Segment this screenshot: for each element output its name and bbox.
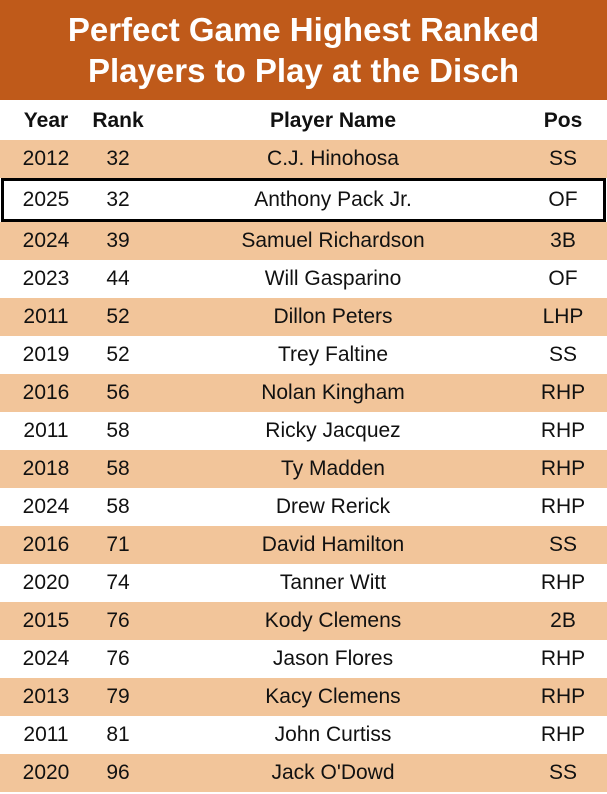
table-cell: 76 bbox=[106, 609, 130, 632]
table-cell: 2020 bbox=[22, 761, 70, 784]
table-cell: 58 bbox=[106, 495, 130, 518]
table-row: 2024 39 Samuel Richardson 3B bbox=[0, 222, 607, 260]
table-cell: David Hamilton bbox=[261, 533, 405, 556]
table-cell: Nolan Kingham bbox=[261, 381, 405, 404]
table-cell: 2011 bbox=[23, 305, 69, 328]
table-row: 2016 56 Nolan Kingham RHP bbox=[0, 374, 607, 412]
table-cell: Jason Flores bbox=[272, 647, 394, 670]
table-cell: 2024 bbox=[22, 647, 70, 670]
header-cell: Rank bbox=[92, 109, 144, 132]
table-cell: Jack O'Dowd bbox=[271, 761, 395, 784]
table-cell: 39 bbox=[106, 229, 130, 252]
table-cell: 56 bbox=[106, 381, 130, 404]
table-row: 2023 44 Will Gasparino OF bbox=[0, 260, 607, 298]
table-cell: 2011 bbox=[23, 723, 69, 746]
table-cell: 74 bbox=[106, 571, 130, 594]
table-cell: SS bbox=[548, 761, 577, 784]
title-banner: Perfect Game Highest Ranked Players to P… bbox=[0, 0, 607, 100]
table-row: 2020 74 Tanner Witt RHP bbox=[0, 564, 607, 602]
table-row: 2011 58 Ricky Jacquez RHP bbox=[0, 412, 607, 450]
header-row: Year Rank Player Name Pos bbox=[0, 100, 607, 140]
table-row: 2012 32 C.J. Hinohosa SS bbox=[0, 140, 607, 178]
table-cell: 44 bbox=[106, 267, 130, 290]
table-row: 2019 52 Trey Faltine SS bbox=[0, 336, 607, 374]
table-cell: 32 bbox=[106, 147, 130, 170]
table-cell: LHP bbox=[542, 305, 584, 328]
table-cell: Samuel Richardson bbox=[241, 229, 425, 252]
table-row: 2024 58 Drew Rerick RHP bbox=[0, 488, 607, 526]
table-cell: OF bbox=[548, 188, 578, 211]
header-cell: Pos bbox=[543, 109, 583, 132]
table-cell: RHP bbox=[540, 685, 586, 708]
table-cell: RHP bbox=[540, 647, 586, 670]
table-cell: RHP bbox=[540, 495, 586, 518]
table-cell: John Curtiss bbox=[274, 723, 392, 746]
table-cell: Kacy Clemens bbox=[265, 685, 401, 708]
table-cell: 79 bbox=[106, 685, 130, 708]
table-cell: Anthony Pack Jr. bbox=[254, 188, 412, 211]
table-row: 2011 81 John Curtiss RHP bbox=[0, 716, 607, 754]
header-cell: Player Name bbox=[269, 109, 397, 132]
table-cell: 2012 bbox=[22, 147, 70, 170]
table-cell: 2019 bbox=[22, 343, 70, 366]
header-cell: Year bbox=[23, 109, 69, 132]
table-cell: Will Gasparino bbox=[264, 267, 402, 290]
table-cell: SS bbox=[548, 533, 577, 556]
table-cell: 32 bbox=[106, 188, 130, 211]
table-cell: 2020 bbox=[22, 571, 70, 594]
table-cell: 71 bbox=[106, 533, 130, 556]
table-cell: Ty Madden bbox=[281, 457, 385, 480]
table-cell: SS bbox=[548, 343, 577, 366]
table-cell: RHP bbox=[540, 457, 586, 480]
table-cell: 52 bbox=[106, 343, 130, 366]
table-cell: 2024 bbox=[22, 495, 70, 518]
table-cell: Trey Faltine bbox=[277, 343, 389, 366]
table-cell: 52 bbox=[106, 305, 130, 328]
table-cell: 58 bbox=[106, 457, 130, 480]
table-row: 2013 79 Kacy Clemens RHP bbox=[0, 678, 607, 716]
table-cell: 3B bbox=[550, 229, 576, 252]
table-cell: RHP bbox=[540, 419, 586, 442]
title-line: Players to Play at the Disch bbox=[87, 52, 519, 89]
table-cell: SS bbox=[548, 147, 577, 170]
table-cell: 96 bbox=[106, 761, 130, 784]
table-cell: 81 bbox=[106, 723, 130, 746]
table-cell: 2016 bbox=[22, 533, 70, 556]
table-cell: RHP bbox=[540, 381, 586, 404]
table-row: 2011 52 Dillon Peters LHP bbox=[0, 298, 607, 336]
table-cell: 2025 bbox=[22, 188, 70, 211]
table-row: 2025 32 Anthony Pack Jr. OF bbox=[1, 178, 606, 222]
table-cell: RHP bbox=[540, 571, 586, 594]
table-cell: 58 bbox=[106, 419, 130, 442]
table-row: 2018 58 Ty Madden RHP bbox=[0, 450, 607, 488]
table-cell: C.J. Hinohosa bbox=[267, 147, 399, 170]
table-row: 2020 96 Jack O'Dowd SS bbox=[0, 754, 607, 792]
table-cell: 2015 bbox=[22, 609, 70, 632]
table-row: 2015 76 Kody Clemens 2B bbox=[0, 602, 607, 640]
table-row: 2024 76 Jason Flores RHP bbox=[0, 640, 607, 678]
table-cell: 2024 bbox=[22, 229, 70, 252]
table-cell: 2013 bbox=[22, 685, 70, 708]
title-line: Perfect Game Highest Ranked bbox=[67, 11, 540, 48]
table-cell: RHP bbox=[540, 723, 586, 746]
table-cell: Tanner Witt bbox=[279, 571, 387, 594]
table-cell: Kody Clemens bbox=[264, 609, 402, 632]
table-cell: 2011 bbox=[23, 419, 69, 442]
table-row: 2016 71 David Hamilton SS bbox=[0, 526, 607, 564]
table-cell: 2016 bbox=[22, 381, 70, 404]
table-cell: 2B bbox=[550, 609, 576, 632]
table-cell: Ricky Jacquez bbox=[265, 419, 401, 442]
table-cell: Drew Rerick bbox=[275, 495, 391, 518]
table-cell: 76 bbox=[106, 647, 130, 670]
table-cell: Dillon Peters bbox=[273, 305, 393, 328]
table-cell: 2018 bbox=[22, 457, 70, 480]
table-cell: OF bbox=[548, 267, 578, 290]
table-cell: 2023 bbox=[22, 267, 70, 290]
